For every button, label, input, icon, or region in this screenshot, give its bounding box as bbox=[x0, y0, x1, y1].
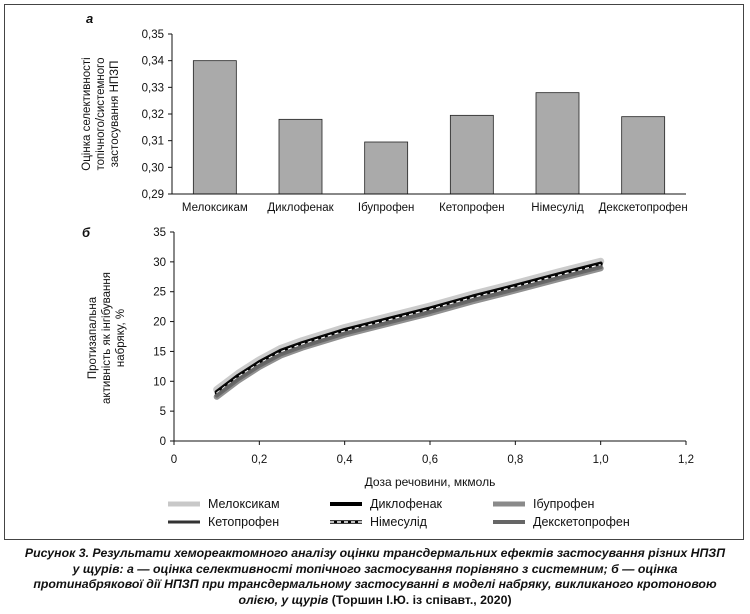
y-tick-label: 0,32 bbox=[142, 109, 164, 121]
x-tick-label: 1,0 bbox=[593, 454, 609, 466]
bar-3 bbox=[449, 114, 494, 195]
bar-1 bbox=[278, 118, 323, 195]
series-line-0 bbox=[213, 257, 605, 394]
x-tick-label: Декскетопрофен bbox=[599, 202, 688, 214]
figure-canvas: а Мелоксикам Диклофенак Ібупрофен Кетопрофен… bbox=[81, 11, 694, 529]
caption-source: (Торшин І.Ю. із співавт., 2020) bbox=[331, 592, 512, 607]
y-tick-label: 5 bbox=[160, 406, 166, 418]
legend-label: Ібупрофен bbox=[533, 497, 595, 511]
bar-5 bbox=[621, 116, 666, 195]
y-tick-label: 0,30 bbox=[142, 162, 164, 174]
y-axis-label-line: набряку, % bbox=[115, 309, 127, 367]
x-tick-label: Німесулід bbox=[531, 202, 584, 214]
y-axis-label-line: активність як інгібування bbox=[101, 272, 113, 404]
series-line-4-underlay bbox=[214, 263, 603, 395]
legend-label: Диклофенак bbox=[370, 497, 443, 511]
y-axis-label: Протизапальна активність як інгібування на… bbox=[87, 272, 127, 404]
y-tick-label: 10 bbox=[153, 376, 166, 388]
y-tick-label: 20 bbox=[153, 317, 166, 329]
x-tick-label: Диклофенак bbox=[267, 202, 334, 214]
bar-4 bbox=[535, 92, 580, 195]
y-tick-label: 0,35 bbox=[142, 29, 164, 41]
legend-label: Кетопрофен bbox=[208, 515, 279, 529]
y-tick-label: 35 bbox=[153, 227, 166, 239]
y-tick-label: 30 bbox=[153, 257, 166, 269]
y-tick-label: 15 bbox=[153, 346, 166, 358]
x-tick-label: 1,2 bbox=[678, 454, 694, 466]
x-tick-label: Мелоксикам bbox=[182, 202, 248, 214]
series-line-5 bbox=[214, 265, 603, 398]
bar-0 bbox=[192, 60, 237, 195]
x-tick-label: 0 bbox=[171, 454, 177, 466]
y-tick-label: 25 bbox=[153, 287, 166, 299]
panel-a-bar-chart: а Мелоксикам Диклофенак Ібупрофен Кетопрофен… bbox=[81, 11, 688, 214]
series-line-2 bbox=[213, 265, 604, 400]
y-axis-label-line: Оцінка селективності bbox=[81, 57, 93, 170]
x-tick-label: 0,6 bbox=[422, 454, 438, 466]
y-tick-label: 0,29 bbox=[142, 189, 164, 201]
x-tick-label: Ібупрофен bbox=[358, 202, 415, 214]
y-tick-label: 0,33 bbox=[142, 82, 164, 94]
x-tick-label: 0,4 bbox=[337, 454, 354, 466]
x-tick-label: 0,8 bbox=[507, 454, 523, 466]
panel-b-label: б bbox=[82, 225, 91, 240]
y-tick-label: 0,34 bbox=[142, 56, 165, 68]
x-axis-label: Доза речовини, мкмоль bbox=[365, 475, 496, 489]
x-tick-label: 0,2 bbox=[251, 454, 267, 466]
y-axis-label-line: топічного/системного bbox=[95, 57, 107, 170]
y-axis-label-line: Протизапальна bbox=[87, 296, 99, 379]
legend-label: Декскетопрофен bbox=[533, 515, 630, 529]
caption-text: Рисунок 3. Результати хемореактомного ан… bbox=[24, 546, 726, 607]
x-tick-label: Кетопрофен bbox=[439, 202, 504, 214]
y-tick-label: 0,31 bbox=[142, 136, 164, 148]
legend-label: Німесулід bbox=[370, 515, 428, 529]
bar-2 bbox=[364, 141, 409, 195]
y-tick-label: 0 bbox=[160, 436, 166, 448]
panel-b-line-chart: б 0 5 10 15 20 25 30 35 0 0,2 0,4 0,6 0,8 1,0 1,2 Доза р… bbox=[82, 225, 694, 489]
figure-caption: Рисунок 3. Результати хемореактомного ан… bbox=[20, 546, 730, 608]
figure-frame bbox=[4, 4, 744, 540]
panel-a-label: а bbox=[86, 11, 93, 26]
y-axis-label: Оцінка селективності топічного/системного… bbox=[81, 57, 121, 170]
legend-label: Мелоксикам bbox=[208, 497, 280, 511]
legend: Мелоксикам Диклофенак Ібупрофен Кетопрофен Н… bbox=[168, 497, 630, 529]
y-axis-label-line: застосування НПЗП bbox=[109, 61, 121, 168]
